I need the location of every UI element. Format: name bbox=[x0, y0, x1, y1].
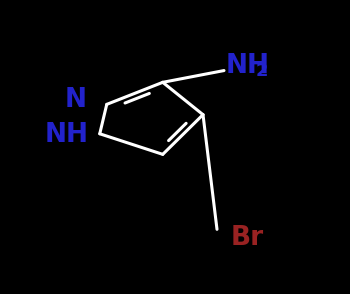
Text: 2: 2 bbox=[256, 61, 268, 80]
Text: NH: NH bbox=[226, 53, 270, 79]
Text: Br: Br bbox=[231, 225, 264, 251]
Text: NH: NH bbox=[44, 122, 89, 148]
Text: N: N bbox=[64, 87, 86, 113]
